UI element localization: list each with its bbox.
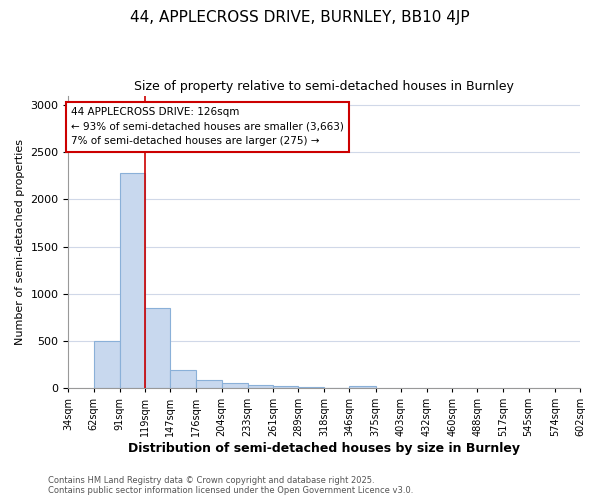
Bar (298, 387, 324, 388)
Title: Size of property relative to semi-detached houses in Burnley: Size of property relative to semi-detach… (134, 80, 514, 93)
Bar (273, 386, 298, 388)
Bar (196, 380, 221, 388)
Bar (94, 341, 120, 388)
Bar (120, 173, 145, 388)
Bar (221, 384, 248, 388)
Bar (145, 308, 170, 388)
Bar (170, 370, 196, 388)
X-axis label: Distribution of semi-detached houses by size in Burnley: Distribution of semi-detached houses by … (128, 442, 520, 455)
Bar (349, 386, 376, 388)
Y-axis label: Number of semi-detached properties: Number of semi-detached properties (15, 139, 25, 345)
Text: Contains HM Land Registry data © Crown copyright and database right 2025.
Contai: Contains HM Land Registry data © Crown c… (48, 476, 413, 495)
Text: 44, APPLECROSS DRIVE, BURNLEY, BB10 4JP: 44, APPLECROSS DRIVE, BURNLEY, BB10 4JP (130, 10, 470, 25)
Bar (248, 385, 273, 388)
Text: 44 APPLECROSS DRIVE: 126sqm
← 93% of semi-detached houses are smaller (3,663)
7%: 44 APPLECROSS DRIVE: 126sqm ← 93% of sem… (71, 107, 344, 146)
